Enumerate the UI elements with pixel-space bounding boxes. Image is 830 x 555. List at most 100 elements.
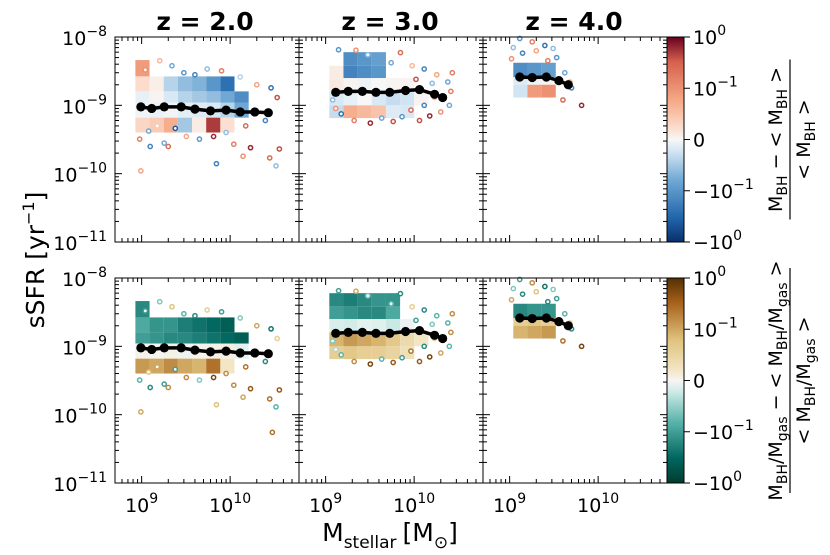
colorbar-tick-base: 0 <box>693 371 705 393</box>
scatter-point <box>136 136 143 142</box>
heatmap-cell <box>163 91 178 103</box>
x-label-text: M <box>322 518 344 547</box>
heatmap-cell <box>414 91 429 106</box>
scatter-point <box>253 322 260 329</box>
heatmap-cell <box>371 105 386 119</box>
heatmap-cell <box>163 76 178 92</box>
scatter-point <box>533 47 540 54</box>
x-tick-label-base: 10 <box>393 495 417 517</box>
scatter-point <box>508 296 515 303</box>
scatter-point <box>378 115 385 121</box>
scatter-point <box>449 69 456 76</box>
scatter-point <box>169 62 175 69</box>
x-tick-label: 109 <box>125 491 158 517</box>
scatter-point <box>421 102 428 109</box>
colorbar-tick-exponent: 0 <box>717 23 726 39</box>
median-point <box>221 346 231 356</box>
colorbar-label-numerator-part: gas <box>775 282 791 307</box>
median-point <box>563 80 573 90</box>
y-tick-label-base: 10 <box>62 337 86 359</box>
scatter-point <box>266 155 273 161</box>
x-tick-label-base: 10 <box>493 495 517 517</box>
scatter-point <box>329 338 336 344</box>
median-point <box>357 327 367 337</box>
panel-1-2 <box>482 276 668 484</box>
scatter-point <box>266 396 273 402</box>
heatmap-cell <box>135 332 150 344</box>
median-point <box>331 87 341 97</box>
y-tick-label: 10−8 <box>62 24 107 50</box>
heatmap-cell <box>357 65 372 79</box>
colorbar-tick-base: −10 <box>693 181 733 203</box>
x-label-unit-end: ] <box>448 518 458 547</box>
heatmap-cell <box>371 346 386 360</box>
y-tick-label-exponent: −8 <box>86 265 107 281</box>
y-tick-label: 10−10 <box>53 402 107 428</box>
scatter-point <box>165 143 172 150</box>
scatter-point <box>223 370 229 377</box>
heatmap-cell <box>220 117 235 133</box>
heatmap-cell <box>234 91 249 103</box>
median-point <box>429 330 440 340</box>
x-tick-label-exponent: 10 <box>233 491 251 507</box>
y-tick-label-base: 10 <box>53 406 77 428</box>
colorbar-tick-exponent: 0 <box>733 469 742 485</box>
colorbar-label-numerator-part: > <box>765 260 787 282</box>
colorbar-gradient <box>666 36 685 243</box>
colorbar-label-denominator-part: gas <box>803 338 819 363</box>
scatter-point <box>413 76 419 83</box>
heatmap-cell <box>192 358 207 374</box>
median-point <box>429 89 440 99</box>
scatter-point <box>147 143 154 150</box>
colorbar-label-numerator-part: /M <box>765 307 787 330</box>
heatmap-cell <box>192 117 207 133</box>
median-point <box>235 107 245 117</box>
x-tick-label-exponent: 9 <box>333 491 342 507</box>
median-point <box>400 85 411 96</box>
scatter-point <box>269 429 276 436</box>
scatter-point <box>273 163 279 169</box>
heatmap-cell <box>343 65 358 79</box>
median-point <box>343 86 353 96</box>
scatter-point <box>429 80 436 87</box>
scatter-point <box>210 374 217 381</box>
scatter-point <box>446 102 453 109</box>
heatmap-cell <box>177 317 193 333</box>
y-tick-label-base: 10 <box>62 28 86 50</box>
colorbar-label-denominator-part: > <box>793 316 815 338</box>
scatter-point <box>276 146 283 152</box>
median-point <box>385 87 395 97</box>
scatter-point <box>183 133 190 140</box>
colorbar-tick-base: 0 <box>693 130 705 152</box>
colorbar-label-denominator-part: /M <box>793 363 815 386</box>
colorbar-label-denominator-part: > <box>793 99 815 121</box>
colorbar-label-numerator-part: BH <box>775 464 791 484</box>
scatter-point <box>335 46 342 53</box>
colorbar-tick-base: 10 <box>693 268 717 290</box>
x-label-unit-subscript: ⊙ <box>434 533 448 553</box>
y-label-exponent: −1 <box>19 201 38 225</box>
median-point <box>554 76 564 86</box>
scatter-point <box>397 49 404 56</box>
colorbar-label-numerator-part: M <box>765 196 787 212</box>
scatter-point <box>156 57 163 64</box>
colorbar-tick-base: 10 <box>693 319 717 341</box>
colorbar-tick-base: 10 <box>693 27 717 49</box>
scatter-point <box>156 298 163 305</box>
heatmap-cell <box>385 105 401 119</box>
panel-0-1 <box>298 36 484 243</box>
heatmap-cell <box>541 84 556 98</box>
heatmap-cell <box>385 306 401 320</box>
scatter-point <box>544 57 551 64</box>
y-tick-label: 10−10 <box>53 161 107 187</box>
x-label-subscript: stellar <box>344 533 397 553</box>
x-tick-label-exponent: 10 <box>417 491 435 507</box>
heatmap-cell <box>414 332 429 347</box>
scatter-point <box>553 295 560 302</box>
median-point <box>147 103 157 114</box>
heatmap-cell <box>541 325 556 339</box>
heatmap-cell <box>527 325 542 339</box>
median-point <box>554 317 564 327</box>
